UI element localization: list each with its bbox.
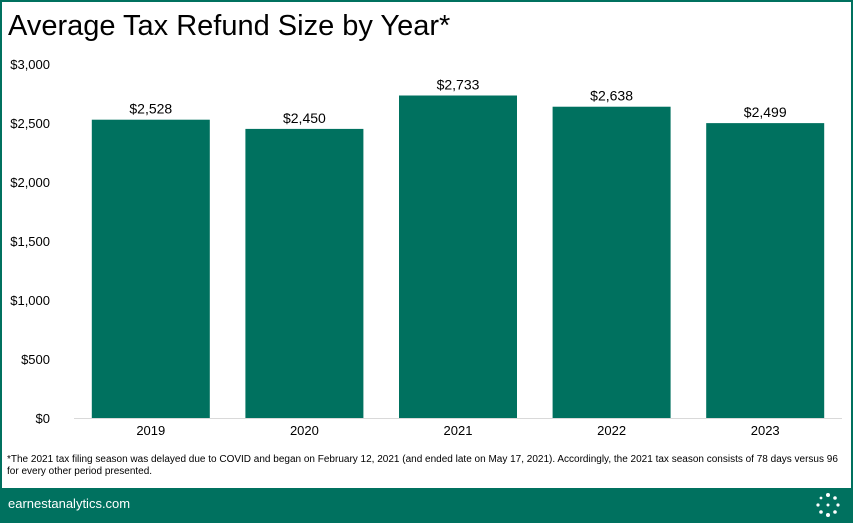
data-label: $2,638 <box>590 88 633 104</box>
y-tick-label: $3,000 <box>10 57 50 72</box>
x-tick-label: 2022 <box>597 423 626 438</box>
chart-title: Average Tax Refund Size by Year* <box>8 10 451 42</box>
data-label: $2,450 <box>283 110 326 126</box>
x-tick-label: 2021 <box>444 423 473 438</box>
y-tick-label: $1,000 <box>10 293 50 308</box>
x-tick-label: 2023 <box>751 423 780 438</box>
footnote: *The 2021 tax filing season was delayed … <box>7 454 838 477</box>
footer-bar: earnestanalytics.com <box>2 488 851 521</box>
data-label: $2,733 <box>437 77 480 93</box>
y-tick-label: $2,000 <box>10 175 50 190</box>
bar <box>91 119 210 419</box>
x-tick-label: 2019 <box>136 423 165 438</box>
bar <box>552 106 671 418</box>
x-tick-label: 2020 <box>290 423 319 438</box>
data-label: $2,528 <box>129 101 172 117</box>
bar <box>245 128 364 418</box>
dotted-circle-logo-icon <box>816 493 840 517</box>
website-label: earnestanalytics.com <box>8 496 131 511</box>
y-tick-label: $2,500 <box>10 116 50 131</box>
y-tick-label: $0 <box>36 411 50 426</box>
data-label: $2,499 <box>744 104 787 120</box>
y-tick-label: $1,500 <box>10 234 50 249</box>
bar <box>399 95 517 419</box>
y-tick-label: $500 <box>21 352 50 367</box>
bar-chart: $0 $500 $1,000 $1,500 $2,000 $2,500 $3,000 $2,5… <box>10 57 842 438</box>
bar <box>706 123 825 419</box>
